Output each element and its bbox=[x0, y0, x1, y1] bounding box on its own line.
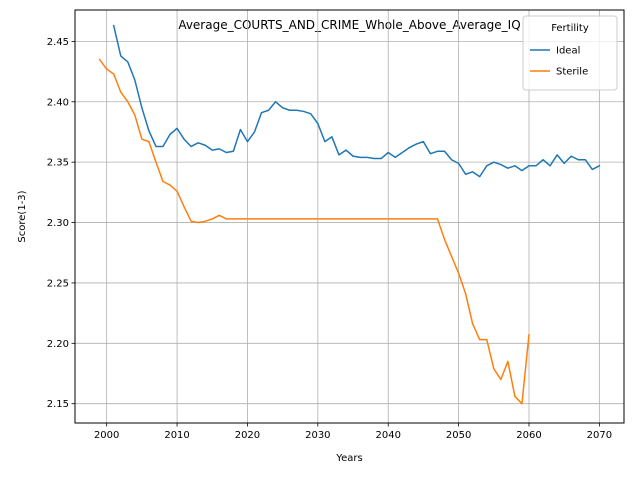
legend-title: Fertility bbox=[551, 23, 589, 34]
chart-title: Average_COURTS_AND_CRIME_Whole_Above_Ave… bbox=[178, 18, 520, 32]
legend-label-ideal: Ideal bbox=[556, 46, 580, 57]
y-tick-label: 2.45 bbox=[47, 37, 69, 48]
y-tick-label: 2.30 bbox=[47, 218, 69, 229]
y-axis-label: Score(1-3) bbox=[17, 190, 28, 242]
series-line-ideal bbox=[112, 24, 601, 178]
y-tick-label: 2.15 bbox=[47, 399, 69, 410]
series-line-sterile bbox=[98, 58, 530, 405]
y-tick-label: 2.25 bbox=[47, 278, 69, 289]
x-tick-label: 2040 bbox=[375, 430, 400, 441]
x-tick-label: 2010 bbox=[164, 430, 189, 441]
legend-items: Ideal Sterile bbox=[530, 46, 588, 78]
x-tick-label: 2060 bbox=[516, 430, 541, 441]
legend: Fertility Ideal Sterile bbox=[522, 15, 618, 91]
series-layer bbox=[98, 24, 601, 405]
y-tick-label: 2.35 bbox=[47, 158, 69, 169]
x-tick-label: 2050 bbox=[446, 430, 471, 441]
legend-label-sterile: Sterile bbox=[556, 67, 588, 78]
y-tick-label: 2.40 bbox=[47, 97, 69, 108]
plot-frame bbox=[74, 9, 625, 424]
x-tick-label: 2030 bbox=[305, 430, 330, 441]
y-tick-label: 2.20 bbox=[47, 339, 69, 350]
axis-ticks: 2000 2010 2020 2030 2040 2050 2060 2070 2.15 2.20… bbox=[47, 37, 612, 441]
x-axis-label: Years bbox=[335, 453, 362, 464]
x-tick-label: 2070 bbox=[587, 430, 612, 441]
x-tick-label: 2000 bbox=[94, 430, 119, 441]
x-tick-label: 2020 bbox=[235, 430, 260, 441]
